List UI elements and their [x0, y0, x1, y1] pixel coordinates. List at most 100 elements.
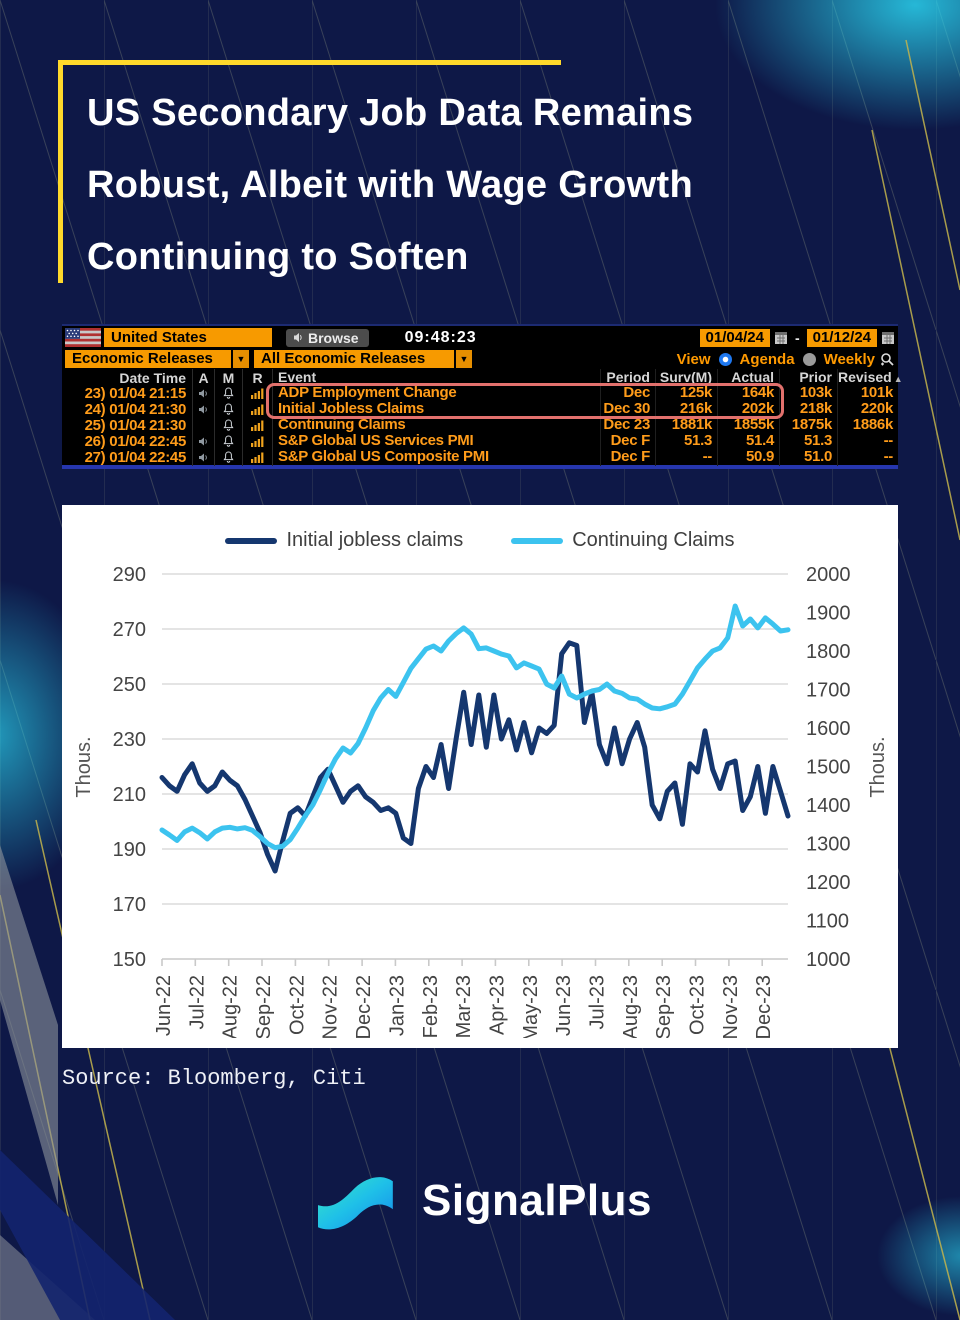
- row-event-name: S&P Global US Composite PMI: [272, 449, 600, 466]
- row-prior: 51.3: [779, 433, 837, 450]
- chart-cell: [242, 401, 272, 418]
- date-from-field[interactable]: 01/04/24: [699, 328, 770, 347]
- svg-text:Thous.: Thous.: [73, 736, 95, 797]
- table-row[interactable]: 23) 01/04 21:15 ADP Employment Change De…: [62, 385, 898, 402]
- table-body: 23) 01/04 21:15 ADP Employment Change De…: [62, 383, 898, 466]
- svg-text:Feb-23: Feb-23: [420, 975, 442, 1038]
- row-revised: 101k: [837, 385, 898, 402]
- agenda-label[interactable]: Agenda: [739, 350, 795, 368]
- row-period: Dec 30: [600, 401, 655, 418]
- bell-icon[interactable]: [223, 435, 234, 448]
- svg-text:Dec-23: Dec-23: [753, 975, 775, 1038]
- weekly-radio[interactable]: [802, 352, 816, 366]
- bar-chart-icon[interactable]: [251, 388, 264, 399]
- svg-text:150: 150: [113, 949, 146, 971]
- chart-cell: [242, 417, 272, 434]
- speaker-icon[interactable]: [198, 404, 209, 415]
- bar-chart-icon[interactable]: [251, 452, 264, 463]
- svg-text:1900: 1900: [806, 603, 851, 625]
- agenda-radio-selected[interactable]: [718, 352, 732, 366]
- row-period: Dec F: [600, 433, 655, 450]
- col-prior[interactable]: Prior: [779, 369, 837, 387]
- col-surv[interactable]: Surv(M): [655, 369, 717, 387]
- chart-legend: Initial jobless claims Continuing Claims: [62, 505, 898, 552]
- speaker-cell: [192, 433, 214, 450]
- svg-text:250: 250: [113, 674, 146, 696]
- bar-chart-icon[interactable]: [251, 420, 264, 431]
- terminal-clock: 09:48:23: [404, 328, 477, 346]
- col-event[interactable]: Event: [272, 369, 600, 387]
- col-revised[interactable]: Revised ▲: [837, 369, 903, 387]
- row-revised: 220k: [837, 401, 898, 418]
- svg-text:1300: 1300: [806, 834, 851, 856]
- bell-icon[interactable]: [223, 387, 234, 400]
- speaker-icon[interactable]: [198, 452, 209, 463]
- calendar-icon[interactable]: [881, 330, 895, 345]
- svg-text:290: 290: [113, 564, 146, 586]
- svg-text:Apr-23: Apr-23: [486, 975, 508, 1035]
- row-actual: 1855k: [717, 417, 779, 434]
- row-survey: 51.3: [655, 433, 717, 450]
- svg-text:Aug-22: Aug-22: [220, 975, 242, 1038]
- title-block: US Secondary Job Data Remains Robust, Al…: [58, 60, 693, 283]
- col-m[interactable]: M: [214, 369, 242, 387]
- speaker-cell: [192, 385, 214, 402]
- brand-name: SignalPlus: [422, 1176, 652, 1225]
- calendar-icon[interactable]: [774, 330, 788, 345]
- row-survey: --: [655, 449, 717, 466]
- bar-chart-icon[interactable]: [251, 404, 264, 415]
- chart-cell: [242, 449, 272, 466]
- svg-text:Nov-22: Nov-22: [320, 975, 342, 1038]
- svg-text:270: 270: [113, 619, 146, 641]
- bell-icon[interactable]: [223, 403, 234, 416]
- browse-button[interactable]: Browse: [286, 328, 369, 347]
- weekly-label[interactable]: Weekly: [823, 350, 875, 368]
- row-period: Dec 23: [600, 417, 655, 434]
- speaker-icon[interactable]: [198, 436, 209, 447]
- bell-icon[interactable]: [223, 419, 234, 432]
- table-header-row: Date Time A M R Event Period Surv(M) Act…: [62, 369, 903, 387]
- table-row[interactable]: 26) 01/04 22:45 S&P Global US Services P…: [62, 433, 898, 450]
- row-actual: 50.9: [717, 449, 779, 466]
- svg-text:Jul-22: Jul-22: [186, 975, 208, 1029]
- legend-label: Initial jobless claims: [286, 529, 464, 551]
- col-a[interactable]: A: [192, 369, 214, 387]
- svg-text:210: 210: [113, 784, 146, 806]
- col-date-time[interactable]: Date Time: [119, 370, 186, 386]
- col-r[interactable]: R: [242, 369, 272, 387]
- svg-text:1400: 1400: [806, 795, 851, 817]
- table-row[interactable]: 25) 01/04 21:30 Continuing Claims Dec 23…: [62, 417, 898, 434]
- bar-chart-icon[interactable]: [251, 436, 264, 447]
- magnifier-icon[interactable]: [879, 352, 895, 367]
- svg-text:Nov-23: Nov-23: [720, 975, 742, 1038]
- chevron-down-icon[interactable]: ▼: [454, 350, 472, 368]
- view-label: View: [676, 350, 711, 368]
- table-row[interactable]: 24) 01/04 21:30 Initial Jobless Claims D…: [62, 401, 898, 418]
- col-actual[interactable]: Actual: [717, 369, 779, 387]
- svg-text:Oct-23: Oct-23: [687, 975, 709, 1035]
- row-event-name: S&P Global US Services PMI: [272, 433, 600, 450]
- speaker-icon: [294, 333, 302, 342]
- dual-axis-line-chart: 150 170 190 210 230 250 270 290 1000 1100 1200 1300…: [73, 564, 889, 1042]
- legend-label: Continuing Claims: [572, 529, 735, 551]
- filter-dropdown-primary[interactable]: Economic Releases: [65, 350, 231, 368]
- svg-text:1000: 1000: [806, 949, 851, 971]
- svg-text:Sep-23: Sep-23: [653, 975, 675, 1038]
- svg-text:Dec-22: Dec-22: [353, 975, 375, 1038]
- date-to-field[interactable]: 01/12/24: [806, 328, 877, 347]
- region-field[interactable]: United States: [104, 328, 272, 347]
- row-actual: 164k: [717, 385, 779, 402]
- row-survey: 125k: [655, 385, 717, 402]
- chart-cell: [242, 433, 272, 450]
- bell-icon[interactable]: [223, 451, 234, 464]
- chevron-down-icon[interactable]: ▼: [231, 350, 249, 368]
- col-period[interactable]: Period: [600, 369, 655, 387]
- legend-item-initial-claims: Initial jobless claims: [225, 529, 463, 552]
- speaker-icon[interactable]: [198, 388, 209, 399]
- table-row[interactable]: 27) 01/04 22:45 S&P Global US Composite …: [62, 449, 898, 466]
- filter-dropdown-secondary[interactable]: All Economic Releases: [254, 350, 454, 368]
- row-date-time: 24) 01/04 21:30: [84, 401, 187, 418]
- source-note: Source: Bloomberg, Citi: [62, 1066, 366, 1091]
- terminal-toolbar-row-2: Economic Releases ▼ All Economic Release…: [62, 349, 898, 369]
- svg-text:1100: 1100: [806, 911, 849, 933]
